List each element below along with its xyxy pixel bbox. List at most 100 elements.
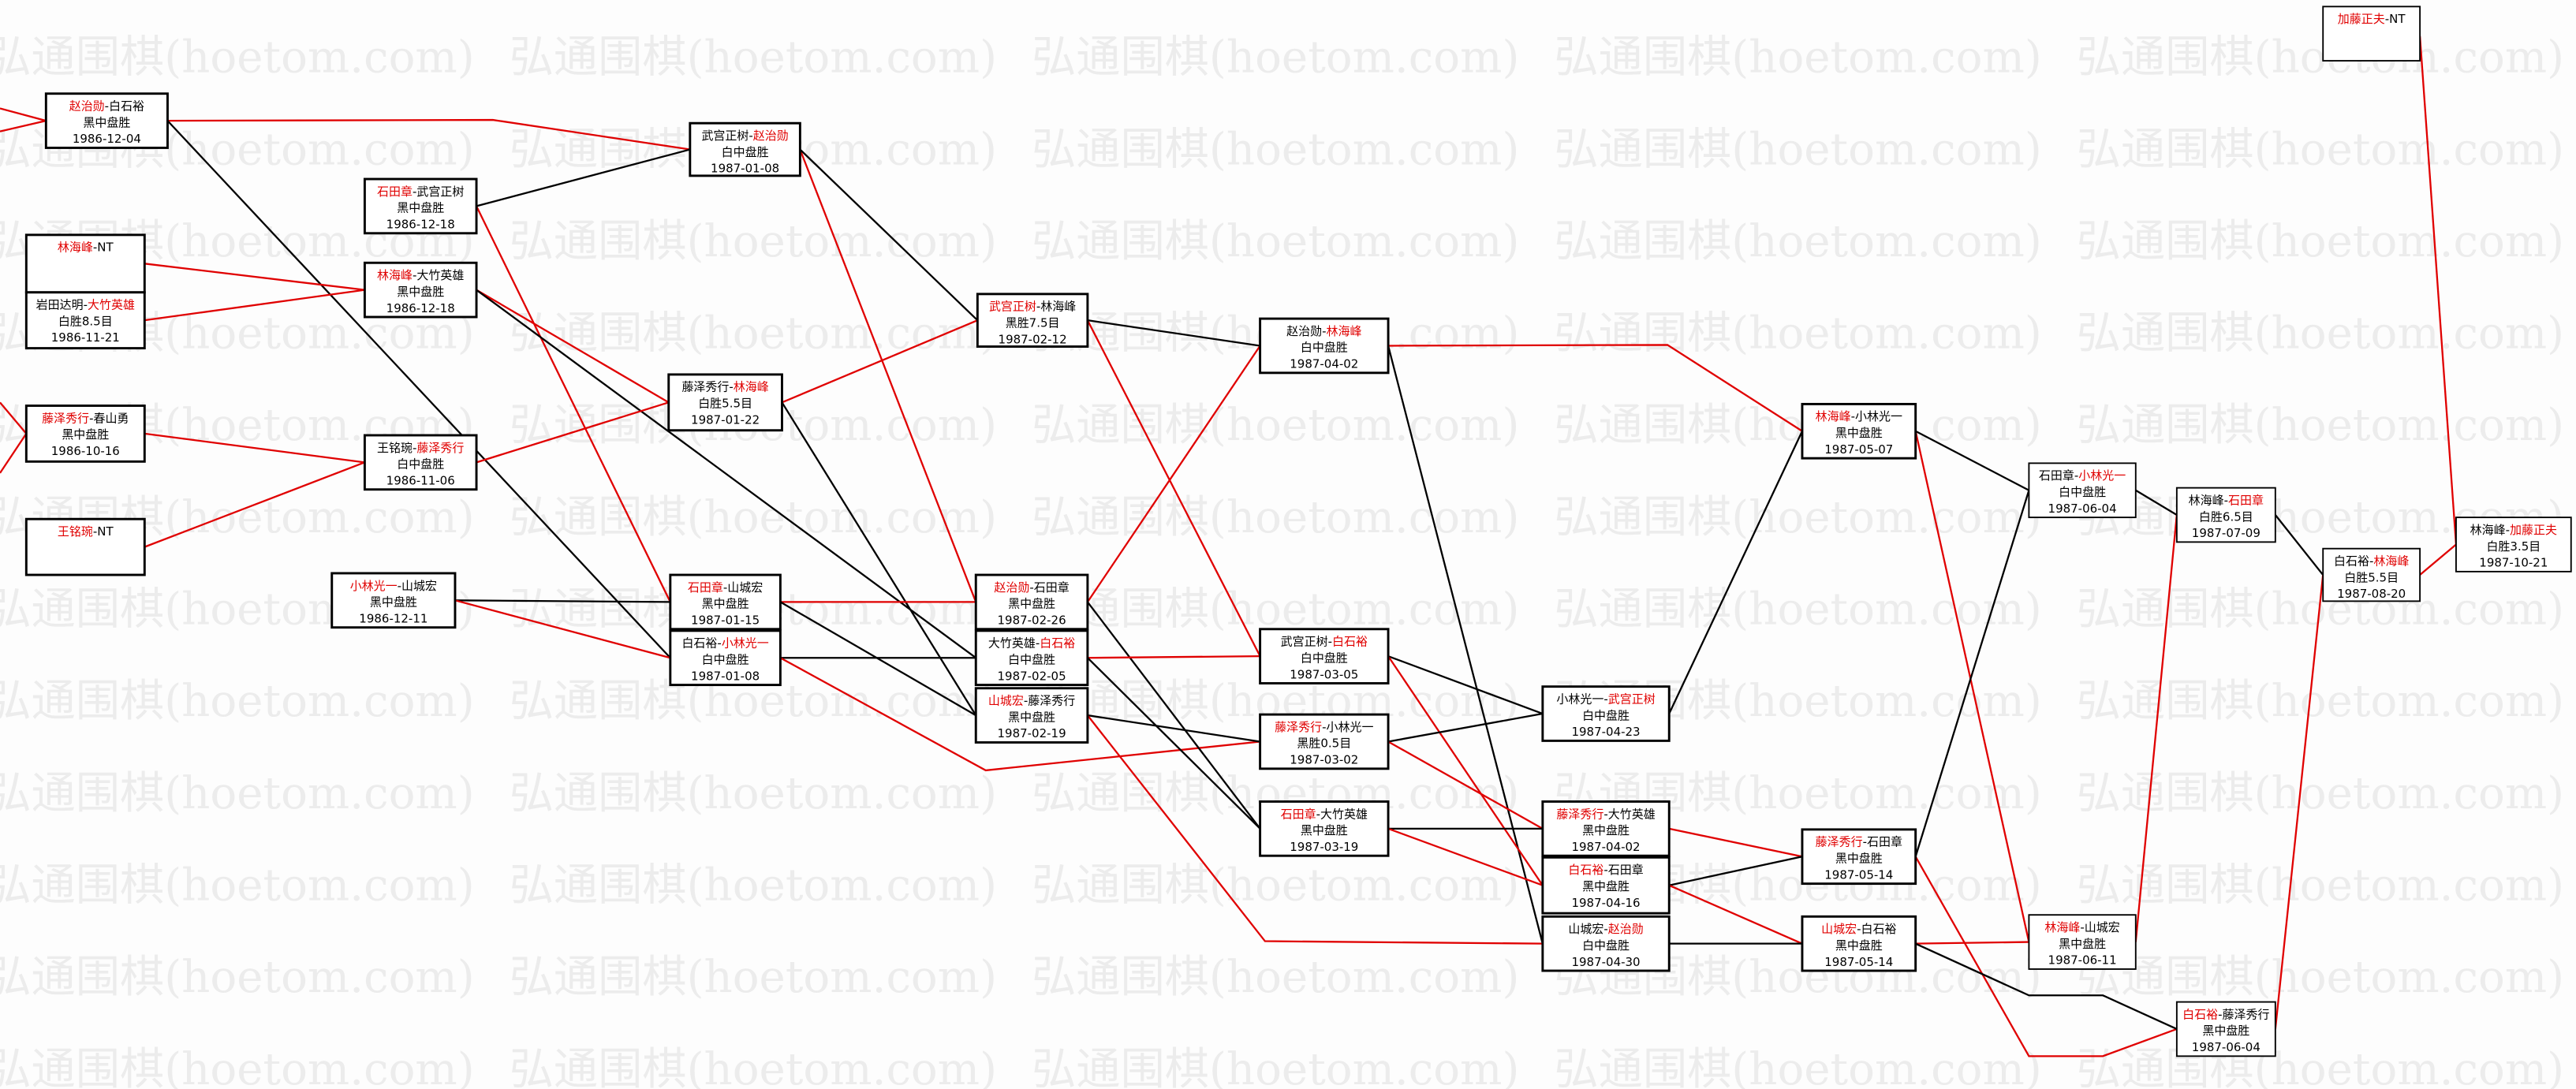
match-box[interactable]: 林海峰-NT xyxy=(24,233,146,294)
match-date: 1987-04-02 xyxy=(1290,357,1358,371)
player-white: NT xyxy=(97,241,114,255)
match-players: 山城宏-赵治勋 xyxy=(1568,922,1643,936)
match-players: 林海峰-大竹英雄 xyxy=(377,268,464,282)
match-box-border xyxy=(1259,800,1390,857)
watermark-text: 弘通围棋(hoetom.com) xyxy=(1554,308,2041,360)
match-date: 1987-05-14 xyxy=(1824,867,1893,882)
player-white: 小林光一 xyxy=(1327,720,1374,734)
match-date: 1987-05-14 xyxy=(1824,955,1893,969)
match-result: 白中盘胜 xyxy=(1301,651,1348,665)
bracket-connector xyxy=(1086,714,1543,945)
match-date: 1987-02-05 xyxy=(998,669,1066,683)
watermark-text: 弘通围棋(hoetom.com) xyxy=(1032,216,1519,267)
bracket-connector xyxy=(781,401,977,716)
watermark-text: 弘通围棋(hoetom.com) xyxy=(2077,400,2564,451)
match-players: 白石裕-林海峰 xyxy=(2334,554,2409,569)
match-result: 白中盘胜 xyxy=(1301,341,1348,355)
match-players: 岩田达明-大竹英雄 xyxy=(36,298,135,312)
separator: - xyxy=(84,298,88,312)
match-players: 藤泽秀行-石田章 xyxy=(1816,835,1902,849)
match-players: 石田章-山城宏 xyxy=(688,580,763,595)
watermark-text: 弘通围棋(hoetom.com) xyxy=(2077,860,2564,911)
watermark-text: 弘通围棋(hoetom.com) xyxy=(2077,308,2564,360)
player-black: 岩田达明 xyxy=(36,298,84,312)
player-black: 藤泽秀行 xyxy=(681,380,729,394)
player-white: 藤泽秀行 xyxy=(416,441,464,455)
match-box[interactable]: 王铭琬-NT xyxy=(24,517,146,576)
match-result: 黑中盘胜 xyxy=(2059,937,2106,951)
bracket-connector xyxy=(2135,489,2178,516)
player-white: NT xyxy=(2389,12,2406,26)
bracket-connector xyxy=(2134,514,2178,942)
watermark-text: 弘通围棋(hoetom.com) xyxy=(1032,32,1519,84)
watermark-text: 弘通围棋(hoetom.com) xyxy=(510,952,997,1003)
watermark-text: 弘通围棋(hoetom.com) xyxy=(1554,492,2041,543)
match-players: 石田章-小林光一 xyxy=(2039,468,2126,483)
separator: - xyxy=(1322,324,1326,338)
match-result: 黑中盘胜 xyxy=(2202,1024,2249,1038)
bracket-connector xyxy=(476,289,670,404)
match-players: 石田章-大竹英雄 xyxy=(1281,807,1368,821)
match-result: 白胜5.5目 xyxy=(698,397,752,411)
separator: - xyxy=(1328,635,1332,649)
match-box[interactable]: 加藤正夫-NT xyxy=(2322,6,2421,62)
match-result: 黑中盘胜 xyxy=(397,201,444,215)
bracket-connector xyxy=(799,148,979,322)
match-result: 黑胜0.5目 xyxy=(1297,737,1351,751)
separator: - xyxy=(413,268,416,282)
player-black: 藤泽秀行 xyxy=(1275,720,1322,734)
match-date: 1987-08-20 xyxy=(2337,587,2406,601)
match-box-border xyxy=(44,92,169,149)
match-date: 1986-12-18 xyxy=(386,218,455,232)
bracket-connector xyxy=(0,107,47,122)
match-players: 王铭琬-NT xyxy=(58,524,114,539)
separator: - xyxy=(2224,493,2228,507)
match-date: 1987-03-05 xyxy=(1290,667,1358,681)
match-box-border xyxy=(1541,800,1671,857)
match-date: 1986-12-04 xyxy=(73,132,141,146)
player-black: 赵治勋 xyxy=(994,580,1029,595)
player-black: 林海峰 xyxy=(58,241,93,255)
watermark-text: 弘通围棋(hoetom.com) xyxy=(2077,1044,2564,1089)
separator: - xyxy=(89,411,93,425)
match-box-border xyxy=(1801,915,1917,972)
watermark-text: 弘通围棋(hoetom.com) xyxy=(2077,676,2564,727)
player-white: 小林光一 xyxy=(722,636,769,651)
player-black: 石田章 xyxy=(377,185,413,199)
match-result: 白胜3.5目 xyxy=(2486,539,2541,554)
match-date: 1987-04-16 xyxy=(1571,896,1640,910)
match-players: 赵治勋-石田章 xyxy=(994,580,1069,595)
